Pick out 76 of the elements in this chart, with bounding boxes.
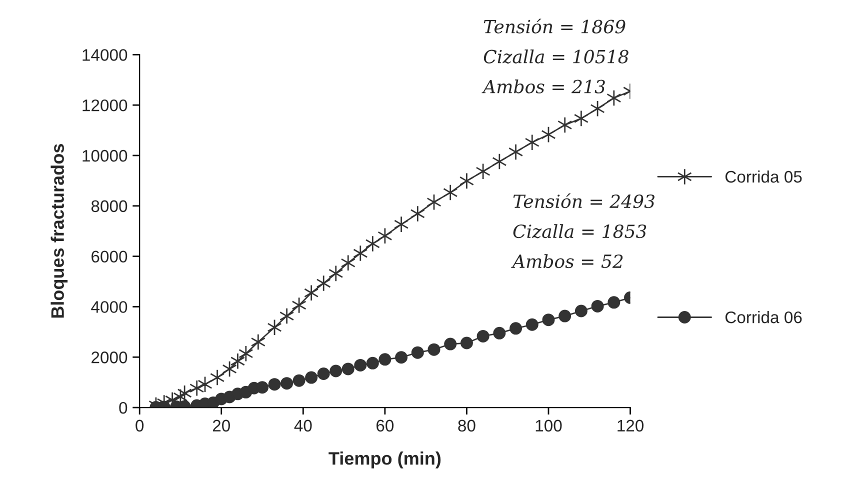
point	[524, 134, 540, 151]
point	[365, 235, 380, 252]
point	[542, 314, 555, 326]
point	[558, 116, 572, 134]
y-tick-label: 8000	[91, 200, 128, 212]
y-tick-label: 12000	[82, 99, 128, 112]
point	[177, 384, 192, 402]
x-tick-label: 100	[536, 420, 562, 432]
point	[428, 343, 440, 356]
point	[280, 377, 294, 390]
point	[340, 254, 356, 272]
point	[305, 371, 318, 384]
point	[230, 352, 246, 370]
point	[394, 216, 409, 233]
point	[238, 345, 254, 362]
point	[256, 381, 269, 394]
point	[250, 334, 266, 350]
x-tick-label: 80	[458, 420, 476, 432]
y-tick-label: 2000	[92, 352, 128, 364]
x-tick-label: 40	[294, 420, 312, 432]
point	[292, 374, 306, 387]
x-tick-label: 0	[136, 420, 144, 432]
y-tick-label: 10000	[82, 150, 128, 162]
point	[378, 228, 392, 244]
point	[526, 318, 538, 331]
text: Tensión = 1869	[484, 18, 626, 34]
point	[279, 308, 294, 324]
point	[292, 296, 306, 314]
point	[395, 351, 408, 364]
annotation: Ambos = 52	[511, 254, 623, 268]
y-tick-label: 0	[119, 402, 128, 414]
point	[508, 144, 524, 160]
point	[591, 300, 604, 312]
point	[608, 296, 620, 309]
point	[510, 322, 522, 335]
point	[460, 336, 473, 350]
point	[606, 90, 622, 106]
point	[411, 346, 424, 359]
point	[317, 368, 330, 380]
point	[342, 362, 354, 376]
y-axis-title: Bloques fracturados	[50, 144, 68, 318]
point	[558, 310, 572, 322]
point	[378, 353, 392, 366]
legend-label: Corrida 06	[725, 311, 802, 324]
point	[330, 364, 342, 378]
point	[476, 163, 490, 180]
point	[328, 265, 344, 282]
y-tick-label: 6000	[92, 250, 128, 263]
legend-label: Corrida 05	[725, 170, 802, 183]
annotation: Ambos = 213	[482, 79, 605, 94]
point	[574, 110, 589, 127]
x-tick-label: 120	[618, 420, 644, 432]
point	[590, 100, 605, 117]
annotation: Cizalla = 10518	[484, 49, 628, 64]
x-tick-label: 20	[212, 420, 230, 432]
point	[410, 205, 425, 222]
point	[354, 358, 367, 372]
point	[210, 369, 225, 386]
point	[304, 284, 319, 302]
y-tick-label: 4000	[91, 301, 128, 313]
annotation: Tensión = 2493	[513, 193, 654, 208]
point	[366, 356, 379, 370]
y-tick-label: 14000	[82, 49, 128, 61]
point	[444, 338, 457, 350]
point	[574, 304, 588, 318]
point	[316, 274, 331, 292]
point	[443, 184, 458, 201]
point	[268, 378, 281, 391]
x-axis-title: Tiempo (min)	[328, 452, 441, 468]
point	[492, 153, 507, 170]
point	[353, 244, 368, 262]
annotation: Cizalla = 1853	[513, 224, 646, 238]
point	[493, 326, 506, 340]
point	[459, 172, 474, 190]
x-tick-label: 60	[376, 420, 394, 432]
point	[476, 330, 490, 342]
